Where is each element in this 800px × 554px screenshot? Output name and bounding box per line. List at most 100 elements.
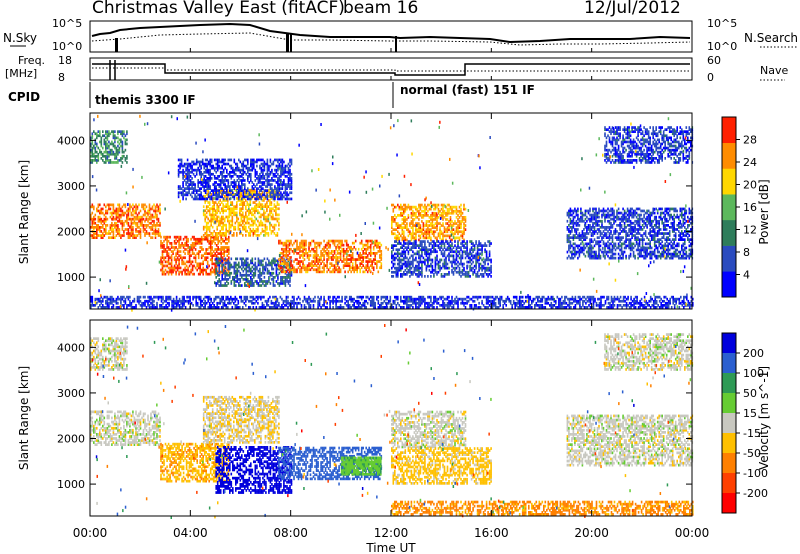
range-cell xyxy=(216,282,219,285)
range-cell xyxy=(575,213,578,217)
range-cell xyxy=(415,228,417,231)
range-cell xyxy=(227,229,229,233)
range-cell xyxy=(121,205,124,209)
range-cell xyxy=(421,270,423,274)
range-cell xyxy=(93,234,95,237)
range-cell xyxy=(216,190,218,194)
range-cell xyxy=(581,215,584,219)
range-cell xyxy=(216,197,219,201)
range-cell xyxy=(191,185,193,188)
range-cell xyxy=(427,230,429,234)
range-cell xyxy=(205,229,208,233)
range-cell xyxy=(239,199,241,202)
range-cell xyxy=(442,209,444,213)
range-cell xyxy=(182,244,185,247)
range-cell xyxy=(412,250,414,254)
range-cell xyxy=(268,183,270,186)
range-cell xyxy=(248,234,250,237)
range-cell xyxy=(210,215,212,219)
range-cell xyxy=(209,168,211,172)
range-cell xyxy=(428,244,431,247)
range-cell xyxy=(182,197,184,201)
range-cell xyxy=(100,150,103,154)
range-cell xyxy=(142,203,145,207)
range-cell xyxy=(164,272,167,276)
range-cell xyxy=(415,214,417,217)
range-cell xyxy=(172,250,174,253)
range-cell xyxy=(212,239,215,243)
range-cell xyxy=(188,162,190,166)
range-cell xyxy=(148,217,151,221)
range-cell xyxy=(280,193,282,197)
range-cell xyxy=(211,211,214,215)
range-cell xyxy=(238,181,240,184)
range-cell xyxy=(249,232,252,235)
range-cell xyxy=(283,183,285,186)
range-cell xyxy=(245,257,248,261)
range-cell xyxy=(245,207,247,211)
range-cell xyxy=(157,205,160,209)
range-cell xyxy=(330,256,333,259)
range-cell xyxy=(243,225,246,229)
range-cell xyxy=(135,215,137,219)
range-cell xyxy=(303,243,306,247)
range-cell xyxy=(242,227,244,231)
range-cell xyxy=(215,257,217,261)
range-cell xyxy=(404,252,407,256)
range-cell xyxy=(102,130,104,133)
range-cell xyxy=(395,256,398,260)
range-cell xyxy=(213,209,215,213)
range-cell xyxy=(317,262,319,265)
range-cell xyxy=(443,228,446,231)
range-cell xyxy=(235,166,237,170)
range-cell xyxy=(392,228,395,231)
range-cell xyxy=(395,216,398,219)
range-cell xyxy=(170,264,173,268)
range-cell xyxy=(175,254,177,257)
range-cell xyxy=(284,175,287,178)
range-cell xyxy=(229,263,231,267)
range-cell xyxy=(407,270,410,274)
range-cell xyxy=(206,272,209,276)
range-cell xyxy=(392,218,395,221)
range-cell xyxy=(347,250,349,253)
range-cell xyxy=(130,211,133,215)
range-cell xyxy=(466,275,468,278)
range-cell xyxy=(206,187,208,190)
range-cell xyxy=(94,150,97,154)
range-cell xyxy=(208,264,210,268)
range-cell xyxy=(91,161,94,164)
range-cell xyxy=(263,189,266,192)
station-title: Christmas Valley East (fitACF) xyxy=(92,0,345,18)
range-cell xyxy=(246,209,249,213)
range-cell xyxy=(216,177,219,180)
range-cell xyxy=(177,158,180,162)
range-cell xyxy=(157,219,160,223)
range-cell xyxy=(212,172,214,176)
range-cell xyxy=(222,181,225,184)
range-cell xyxy=(312,239,315,243)
range-cell xyxy=(268,175,270,178)
range-cell xyxy=(487,266,489,270)
range-cell xyxy=(470,266,473,270)
range-cell xyxy=(284,166,287,170)
range-cell xyxy=(157,230,160,233)
range-cell xyxy=(254,265,257,269)
range-cell xyxy=(257,257,260,261)
range-cell xyxy=(154,215,157,219)
range-cell xyxy=(275,211,277,215)
range-cell xyxy=(205,250,207,253)
range-cell xyxy=(178,254,180,257)
range-cell xyxy=(124,142,127,146)
range-cell xyxy=(425,264,428,268)
range-cell xyxy=(401,275,404,278)
range-cell xyxy=(400,207,402,211)
range-cell xyxy=(252,229,255,233)
range-cell xyxy=(464,224,467,227)
range-cell xyxy=(275,195,277,198)
range-cell xyxy=(100,142,103,146)
range-cell xyxy=(284,260,286,263)
range-cell xyxy=(274,185,276,188)
range-cell xyxy=(244,259,246,263)
range-cell xyxy=(156,221,158,225)
